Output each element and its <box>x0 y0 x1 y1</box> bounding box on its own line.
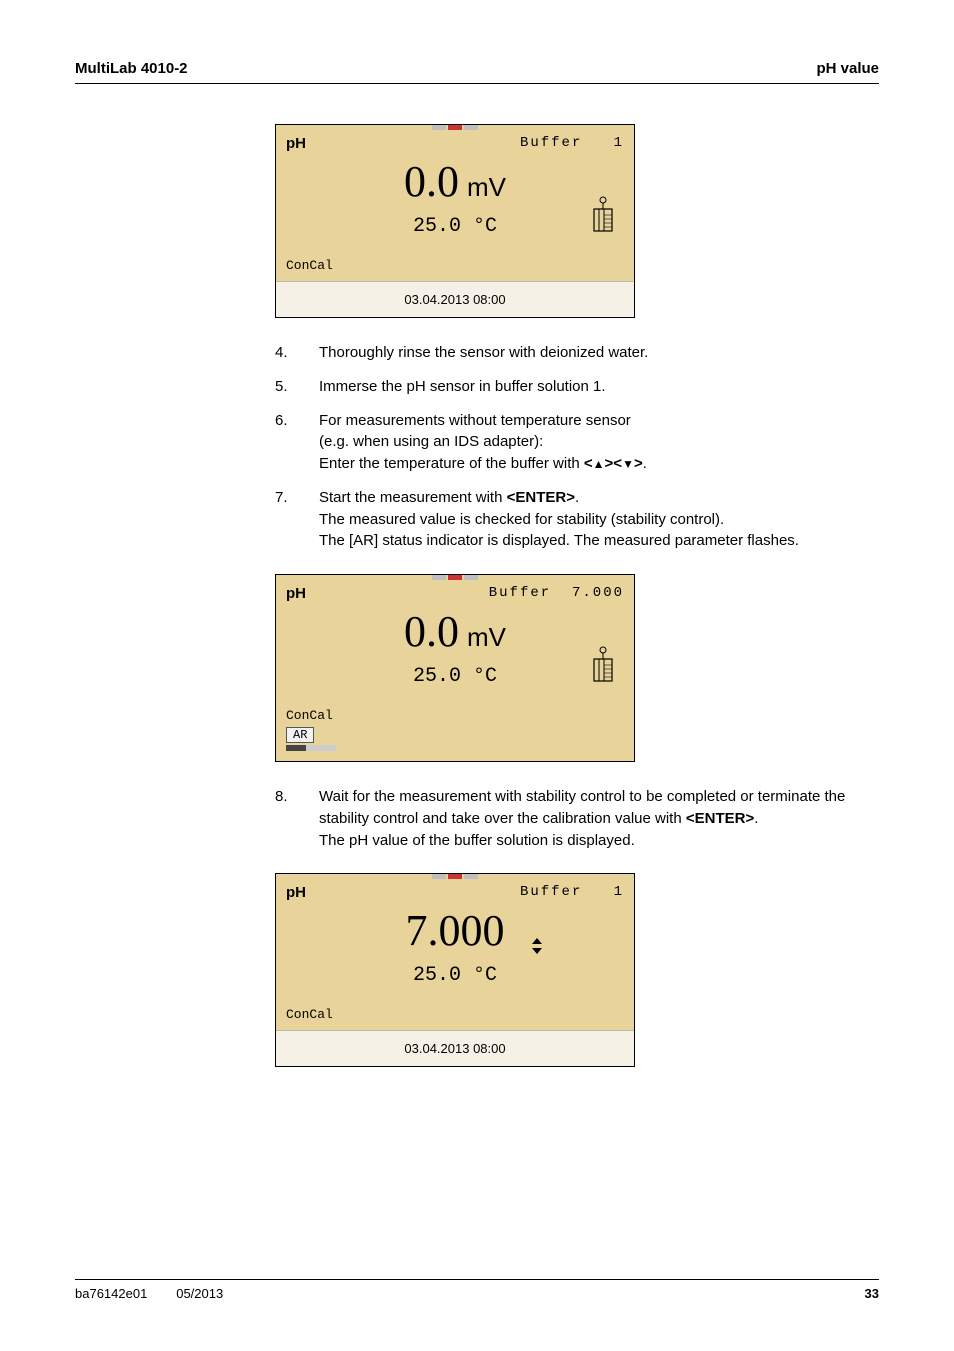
header-left: MultiLab 4010-2 <box>75 60 188 77</box>
lcd-tabs <box>432 125 478 130</box>
instruction-steps-a: 4. Thoroughly rinse the sensor with deio… <box>275 342 879 552</box>
main-reading: 0.0 mV <box>286 606 624 657</box>
progress-bar <box>286 745 336 751</box>
page-footer: ba76142e01 05/2013 33 <box>75 1279 879 1301</box>
buffer-indicator: Buffer 1 <box>520 135 624 152</box>
ph-label: pH <box>286 884 306 901</box>
key-up: <▲> <box>584 455 613 472</box>
lcd-datetime: 03.04.2013 08:00 <box>276 1030 634 1066</box>
sensor-icon <box>590 645 616 688</box>
main-reading: 0.0 mV <box>286 156 624 207</box>
header-right: pH value <box>816 60 879 77</box>
lcd-tabs <box>432 874 478 879</box>
lcd-screen-2: pH Buffer 7.000 0.0 mV 25.0 °C <box>275 574 635 762</box>
sensor-icon <box>590 195 616 238</box>
key-enter: <ENTER> <box>507 489 575 506</box>
concal-label: ConCal <box>286 258 624 273</box>
step-6: 6. For measurements without temperature … <box>275 410 879 475</box>
step-5: 5. Immerse the pH sensor in buffer solut… <box>275 376 879 398</box>
step-7: 7. Start the measurement with <ENTER>. T… <box>275 487 879 552</box>
main-content: pH Buffer 1 0.0 mV 25.0 °C <box>275 124 879 1067</box>
step-4: 4. Thoroughly rinse the sensor with deio… <box>275 342 879 364</box>
temp-reading: 25.0 °C <box>286 215 624 238</box>
lcd-screen-1: pH Buffer 1 0.0 mV 25.0 °C <box>275 124 635 318</box>
temp-reading: 25.0 °C <box>286 665 624 688</box>
concal-label: ConCal <box>286 708 624 723</box>
updown-icon <box>530 936 544 960</box>
instruction-steps-b: 8. Wait for the measurement with stabili… <box>275 786 879 851</box>
ar-indicator: AR <box>286 727 314 743</box>
key-down: <▼> <box>613 455 642 472</box>
temp-reading: 25.0 °C <box>286 964 624 987</box>
ph-label: pH <box>286 585 306 602</box>
lcd-tab-active <box>448 125 462 130</box>
buffer-indicator: Buffer 7.000 <box>489 585 624 602</box>
step-8: 8. Wait for the measurement with stabili… <box>275 786 879 851</box>
lcd-tabs <box>432 575 478 580</box>
footer-doc: ba76142e01 <box>75 1286 147 1301</box>
lcd-tab <box>432 125 446 130</box>
main-reading: 7.000 <box>286 905 624 956</box>
ph-label: pH <box>286 135 306 152</box>
page-number: 33 <box>865 1286 879 1301</box>
footer-date: 05/2013 <box>176 1286 223 1301</box>
page-header: MultiLab 4010-2 pH value <box>75 60 879 84</box>
key-enter: <ENTER> <box>686 810 754 827</box>
concal-label: ConCal <box>286 1007 624 1022</box>
lcd-tab <box>464 125 478 130</box>
lcd-datetime: 03.04.2013 08:00 <box>276 281 634 317</box>
buffer-indicator: Buffer 1 <box>520 884 624 901</box>
lcd-screen-3: pH Buffer 1 7.000 25.0 °C ConCal 03.04.2… <box>275 873 635 1067</box>
